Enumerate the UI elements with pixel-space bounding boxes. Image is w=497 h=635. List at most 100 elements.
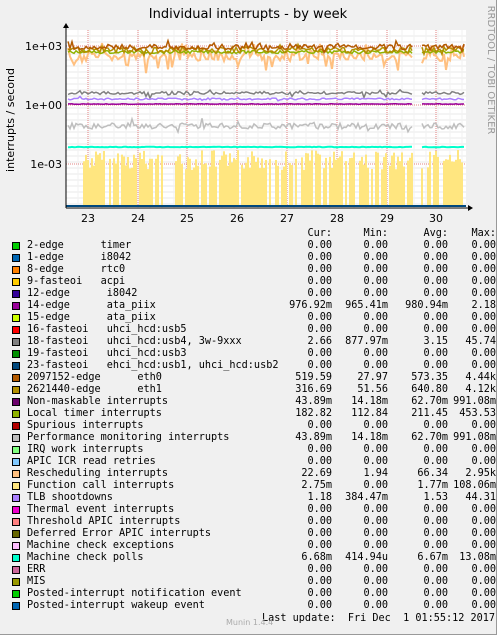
series-name: 15-edge ata_piix xyxy=(27,312,156,323)
series-name: 1-edge i8042 xyxy=(27,252,132,263)
series-name: 23-fasteoi ehci_hcd:usb1, uhci_hcd:usb2 xyxy=(27,360,279,371)
series-min: 14.18m xyxy=(351,396,388,407)
legend-row: Performance monitoring interrupts 43.89m 1… xyxy=(12,432,496,444)
series-avg: 1.77m xyxy=(417,480,448,491)
legend-swatch xyxy=(12,482,20,490)
series-avg: 573.35 xyxy=(411,372,448,383)
series-cur: 182.82 xyxy=(295,408,332,419)
series-max: 991.08m xyxy=(453,396,496,407)
legend-swatch xyxy=(12,242,20,250)
series-cur: 976.92m xyxy=(289,300,332,311)
tlb-line xyxy=(67,95,465,102)
series-cur: 43.89m xyxy=(295,396,332,407)
series-name: 18-fasteoi uhci_hcd:usb4, 3w-9xxx xyxy=(27,336,242,347)
series-max: 0.00 xyxy=(471,540,496,551)
legend-swatch xyxy=(12,290,20,298)
legend-swatch xyxy=(12,338,20,346)
series-cur: 0.00 xyxy=(307,540,332,551)
series-min: 27.97 xyxy=(357,372,388,383)
series-name: 2-edge timer xyxy=(27,240,132,251)
legend-row: Threshold APIC interrupts 0.00 0.00 0.00 0.0… xyxy=(12,516,496,528)
legend-row: Posted-interrupt wakeup event 0.00 0.00 0.0… xyxy=(12,600,496,612)
x-tick-label: 27 xyxy=(280,212,294,225)
series-avg: 0.00 xyxy=(423,516,448,527)
series-avg: 0.00 xyxy=(423,276,448,287)
series-avg: 640.80 xyxy=(411,384,448,395)
series-name: Posted-interrupt wakeup event xyxy=(27,600,205,611)
series-min: 877.97m xyxy=(345,336,388,347)
series-avg: 0.00 xyxy=(423,456,448,467)
series-cur: 0.00 xyxy=(307,288,332,299)
series-max: 2.18 xyxy=(471,300,496,311)
legend-swatch xyxy=(12,374,20,382)
series-name: Performance monitoring interrupts xyxy=(27,432,230,443)
x-tick-label: 23 xyxy=(81,212,95,225)
legend-swatch xyxy=(12,554,20,562)
series-avg: 0.00 xyxy=(423,564,448,575)
col-max-header: Max: xyxy=(471,228,496,239)
legend-row: 8-edge rtc0 0.00 0.00 0.00 0.00 xyxy=(12,264,496,276)
series-min: 0.00 xyxy=(363,576,388,587)
series-cur: 6.68m xyxy=(301,552,332,563)
legend-row: 14-edge ata_piix 976.92m 965.41m 980.94m 2.1… xyxy=(12,300,496,312)
series-name: 9-fasteoi acpi xyxy=(27,276,126,287)
series-avg: 1.53 xyxy=(423,492,448,503)
legend-row: 9-fasteoi acpi 0.00 0.00 0.00 0.00 xyxy=(12,276,496,288)
legend-swatch xyxy=(12,398,20,406)
series-name: Posted-interrupt notification event xyxy=(27,588,242,599)
series-max: 0.00 xyxy=(471,576,496,587)
series-max: 13.08m xyxy=(459,552,496,563)
series-cur: 0.00 xyxy=(307,576,332,587)
legend-rows: 2-edge timer 0.00 0.00 0.00 0.00 1-edge i8042… xyxy=(12,240,496,612)
series-cur: 0.00 xyxy=(307,588,332,599)
series-max: 0.00 xyxy=(471,240,496,251)
series-max: 0.00 xyxy=(471,288,496,299)
series-max: 991.08m xyxy=(453,432,496,443)
legend-row: IRQ work interrupts 0.00 0.00 0.00 0.00 xyxy=(12,444,496,456)
y-axis-label: interrupts / second xyxy=(4,68,17,172)
series-max: 0.00 xyxy=(471,264,496,275)
series-max: 453.53 xyxy=(459,408,496,419)
legend-row: Non-maskable interrupts 43.89m 14.18m 62.70… xyxy=(12,396,496,408)
legend-row: APIC ICR read retries 0.00 0.00 0.00 0.00 xyxy=(12,456,496,468)
series-max: 0.00 xyxy=(471,528,496,539)
legend-swatch xyxy=(12,254,20,262)
series-name: APIC ICR read retries xyxy=(27,456,156,467)
series-avg: 0.00 xyxy=(423,264,448,275)
series-min: 0.00 xyxy=(363,324,388,335)
rrdtool-credit: RRDTOOL / TOBI OETIKER xyxy=(485,6,496,135)
legend-swatch xyxy=(12,326,20,334)
series-avg: 0.00 xyxy=(423,588,448,599)
series-name: Non-maskable interrupts xyxy=(27,396,169,407)
x-tick-label: 29 xyxy=(380,212,394,225)
legend-swatch xyxy=(12,518,20,526)
series-name: Machine check polls xyxy=(27,552,144,563)
series-name: TLB shootdowns xyxy=(27,492,113,503)
series-avg: 0.00 xyxy=(423,504,448,515)
series-name: Deferred Error APIC interrupts xyxy=(27,528,212,539)
series-cur: 0.00 xyxy=(307,564,332,575)
series-min: 384.47m xyxy=(345,492,388,503)
series-max: 0.00 xyxy=(471,348,496,359)
series-cur: 0.00 xyxy=(307,600,332,611)
legend-row: Machine check exceptions 0.00 0.00 0.00 0.00 xyxy=(12,540,496,552)
series-name: 12-edge i8042 xyxy=(27,288,138,299)
legend-row: Rescheduling interrupts 22.69 1.94 66.34 2.9… xyxy=(12,468,496,480)
legend-row: 16-fasteoi uhci_hcd:usb5 0.00 0.00 0.00 0.00 xyxy=(12,324,496,336)
series-min: 0.00 xyxy=(363,456,388,467)
legend-swatch xyxy=(12,530,20,538)
series-max: 0.00 xyxy=(471,564,496,575)
perf-monitoring-line xyxy=(67,116,465,135)
series-cur: 0.00 xyxy=(307,360,332,371)
series-min: 965.41m xyxy=(345,300,388,311)
series-avg: 0.00 xyxy=(423,528,448,539)
x-tick-label: 24 xyxy=(131,212,145,225)
legend-swatch xyxy=(12,386,20,394)
series-min: 1.94 xyxy=(363,468,388,479)
series-max: 0.00 xyxy=(471,420,496,431)
legend-row: 15-edge ata_piix 0.00 0.00 0.00 0.00 xyxy=(12,312,496,324)
series-avg: 6.67m xyxy=(417,552,448,563)
series-max: 0.00 xyxy=(471,588,496,599)
